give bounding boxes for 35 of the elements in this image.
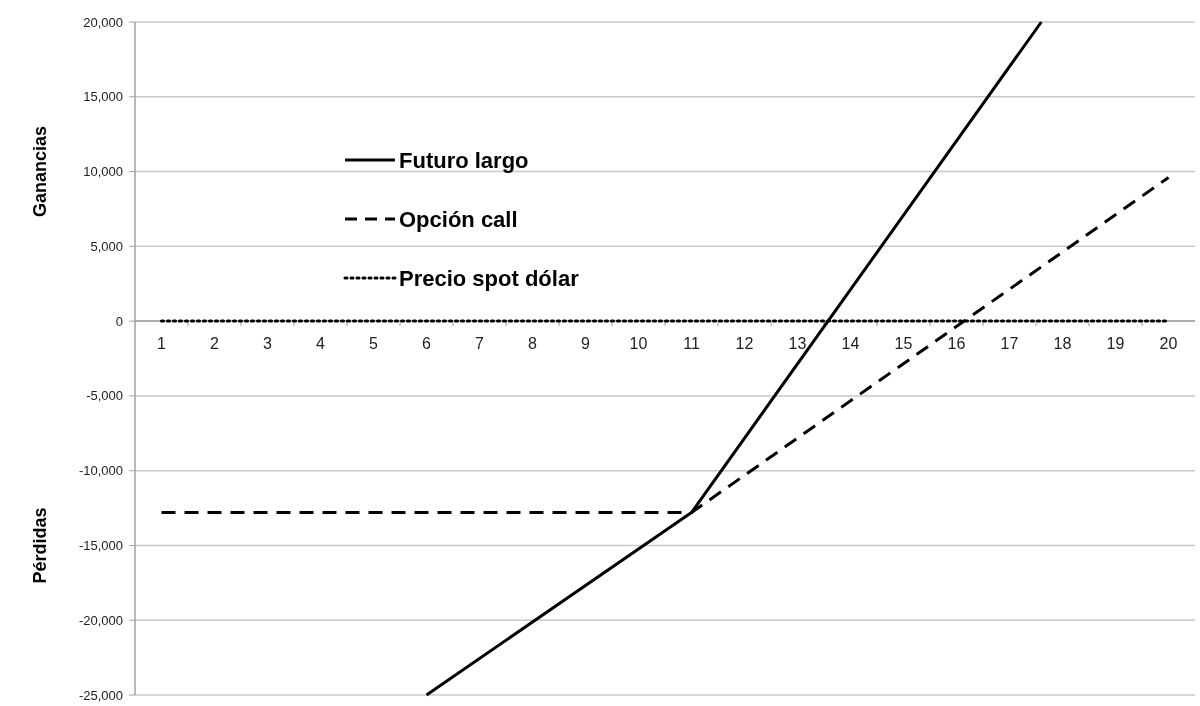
x-tick-label: 11 [683, 334, 700, 352]
y-tick-label: 5,000 [90, 238, 123, 254]
x-tick-label: 6 [422, 334, 432, 352]
x-tick-label: 17 [1000, 334, 1019, 352]
x-tick-label: 19 [1106, 334, 1125, 352]
x-tick-label: 18 [1053, 334, 1072, 352]
y-tick-label: -20,000 [78, 612, 123, 628]
x-tick-label: 4 [316, 334, 326, 352]
legend-label: Precio spot dólar [399, 265, 580, 291]
y-tick-label: 15,000 [83, 89, 123, 105]
x-tick-label: 5 [369, 334, 379, 352]
x-tick-label: 7 [475, 334, 485, 352]
x-tick-label: 13 [788, 334, 807, 352]
y-tick-label: -25,000 [78, 687, 123, 703]
x-tick-label: 8 [528, 334, 538, 352]
x-tick-label: 3 [263, 334, 273, 352]
legend-label: Opción call [399, 206, 518, 232]
y-tick-label: -5,000 [86, 388, 123, 404]
x-tick-label: 1 [157, 334, 167, 352]
x-tick-label: 9 [581, 334, 591, 352]
legend-label: Futuro largo [399, 147, 529, 173]
text: Pérdidas [30, 507, 51, 584]
y-tick-label: 20,000 [83, 14, 123, 30]
x-tick-label: 2 [210, 334, 220, 352]
y-tick-label: 10,000 [83, 164, 123, 180]
y-tick-label: -15,000 [78, 537, 123, 553]
y-tick-label: -10,000 [78, 463, 123, 479]
y-tick-label: 0 [115, 313, 123, 329]
y-axis-title: Ganancias [30, 126, 51, 218]
x-tick-label: 10 [629, 334, 648, 352]
x-tick-label: 15 [894, 334, 913, 352]
x-tick-label: 16 [947, 334, 966, 352]
x-tick-label: 20 [1159, 334, 1178, 352]
x-tick-label: 14 [841, 334, 860, 352]
x-tick-label: 12 [735, 334, 754, 352]
